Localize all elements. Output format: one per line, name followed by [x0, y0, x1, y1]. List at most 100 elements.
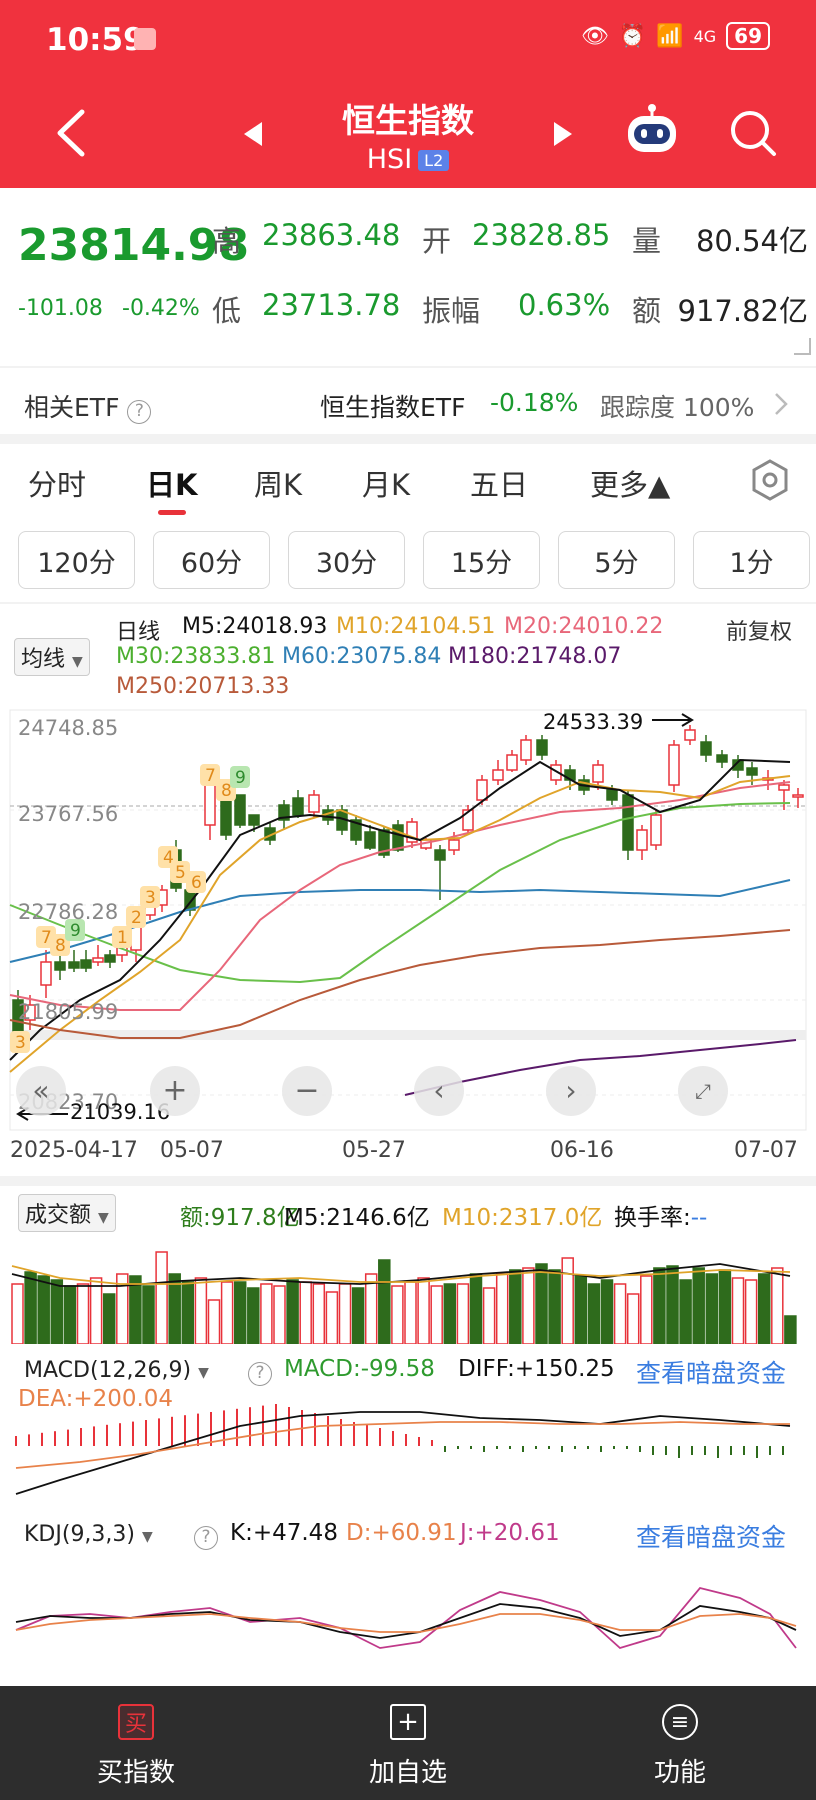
kdj-help-icon[interactable]: ? [194, 1526, 218, 1550]
dark-pool-link-kdj[interactable]: 查看暗盘资金 [636, 1523, 787, 1552]
add-watchlist-button[interactable]: + 加自选 [272, 1686, 544, 1800]
interval-15m-button[interactable]: 15分 [423, 531, 540, 589]
volume-label: 量 [632, 224, 662, 258]
volume-bar [142, 1285, 155, 1344]
candle-body [506, 754, 518, 771]
high-value: 23863.48 [262, 218, 401, 252]
x-date-1: 2025-04-17 [10, 1138, 138, 1163]
m180-line [404, 1039, 797, 1096]
candle-body [462, 809, 474, 831]
dark-pool-link[interactable]: 查看暗盘资金 [636, 1359, 787, 1388]
search-icon[interactable] [728, 108, 780, 160]
next-index-icon[interactable] [552, 120, 574, 148]
dea-line [15, 1421, 790, 1469]
candle-body [54, 961, 66, 971]
ma-dropdown[interactable]: 均线 ▼ [14, 638, 90, 676]
seq-label: 2 [131, 908, 142, 928]
zoom-out-icon[interactable]: − [282, 1066, 332, 1116]
y-axis-mid: 23767.56 [18, 802, 119, 826]
seq-badge [200, 764, 220, 786]
tab-five-day[interactable]: 五日 [470, 468, 529, 502]
candle-body [448, 839, 460, 851]
volume-bar [338, 1283, 352, 1344]
seq-label: 1 [117, 928, 128, 948]
tab-daily-k[interactable]: 日K [146, 468, 198, 502]
help-icon[interactable]: ? [127, 400, 152, 424]
interval-5m-button[interactable]: 5分 [558, 531, 675, 589]
fullscreen-icon[interactable]: ⤢ [678, 1066, 728, 1116]
interval-120m-button[interactable]: 120分 [18, 531, 135, 589]
volume-bar [718, 1269, 732, 1344]
function-button[interactable]: ≡ 功能 [544, 1686, 816, 1800]
volume-bar [495, 1273, 509, 1344]
low-label: 低 [212, 294, 242, 328]
tab-more[interactable]: 更多▲ [590, 468, 671, 502]
section-gap [0, 1176, 816, 1186]
seq-badge [230, 766, 250, 788]
volume-bar [443, 1283, 457, 1344]
volume-m5: M5:2146.6亿 [284, 1205, 430, 1231]
etf-label-group[interactable]: 相关ETF ? [24, 388, 152, 424]
status-icons: 👁 ⏰ 📶 4G 69 [581, 22, 770, 50]
volume-bar [482, 1287, 496, 1344]
etf-name[interactable]: 恒生指数ETF [320, 393, 466, 422]
tab-intraday[interactable]: 分时 [28, 468, 87, 502]
expand-corner-icon[interactable] [792, 336, 812, 356]
amplitude-value: 0.63% [518, 288, 611, 322]
zoom-left-icon[interactable]: « [16, 1066, 66, 1116]
robot-assistant-icon[interactable] [622, 104, 682, 160]
volume-bar [351, 1287, 365, 1344]
prev-index-icon[interactable] [242, 120, 264, 148]
interval-30m-button[interactable]: 30分 [288, 531, 405, 589]
settings-icon[interactable] [750, 458, 790, 502]
seq-label: 7 [205, 766, 216, 786]
caret-down-icon: ▼ [142, 1529, 153, 1545]
status-time: 10:59 [46, 22, 145, 58]
volume-dropdown[interactable]: 成交额 ▼ [18, 1194, 116, 1232]
volume-bar [89, 1277, 103, 1344]
macd-help-icon[interactable]: ? [248, 1362, 272, 1386]
candle-body [622, 794, 634, 851]
volume-bar [63, 1285, 77, 1344]
x-date-3: 05-27 [342, 1138, 406, 1163]
volume-chart[interactable] [0, 1226, 816, 1344]
ticker-code: HSI [366, 144, 413, 175]
scroll-left-icon[interactable]: ‹ [414, 1066, 464, 1116]
interval-60m-button[interactable]: 60分 [153, 531, 270, 589]
macd-dropdown[interactable]: MACD(12,26,9) ▼ [18, 1356, 215, 1385]
kdj-dropdown[interactable]: KDJ(9,3,3) ▼ [18, 1520, 159, 1549]
volume-bar [731, 1277, 745, 1344]
candle-body [668, 744, 680, 786]
open-value: 23828.85 [472, 218, 611, 252]
macd-chart[interactable] [0, 1390, 816, 1502]
chevron-right-icon[interactable] [772, 390, 790, 418]
m20-line [9, 781, 791, 1011]
kdj-chart[interactable] [0, 1552, 816, 1664]
ma5-value: M5:24018.93 [182, 614, 328, 639]
scroll-right-icon[interactable]: › [546, 1066, 596, 1116]
ma10-value: M10:24104.51 [336, 614, 496, 639]
tab-monthly-k[interactable]: 月K [362, 468, 411, 502]
volume-bar [37, 1275, 50, 1344]
candle-body [364, 831, 376, 849]
buy-index-button[interactable]: 买 买指数 [0, 1686, 272, 1800]
caret-down-icon: ▼ [72, 654, 83, 670]
volume-bar [391, 1285, 404, 1344]
back-icon[interactable] [52, 108, 88, 158]
volume-bar [469, 1273, 483, 1344]
volume-bar [692, 1267, 705, 1344]
seq-badge [170, 861, 190, 883]
volume-bar [456, 1283, 470, 1344]
volume-m10: M10:2317.0亿 [442, 1205, 603, 1231]
interval-1m-button[interactable]: 1分 [693, 531, 810, 589]
volume-bar [325, 1291, 339, 1344]
volume-bar [247, 1287, 260, 1344]
page-title: 恒生指数 [342, 101, 474, 140]
seq-badge [126, 906, 146, 928]
x-date-5: 07-07 [734, 1138, 798, 1163]
adjust-mode[interactable]: 前复权 [726, 620, 793, 645]
volume-bar [404, 1281, 417, 1344]
zoom-in-icon[interactable]: + [150, 1066, 200, 1116]
tab-weekly-k[interactable]: 周K [254, 468, 303, 502]
